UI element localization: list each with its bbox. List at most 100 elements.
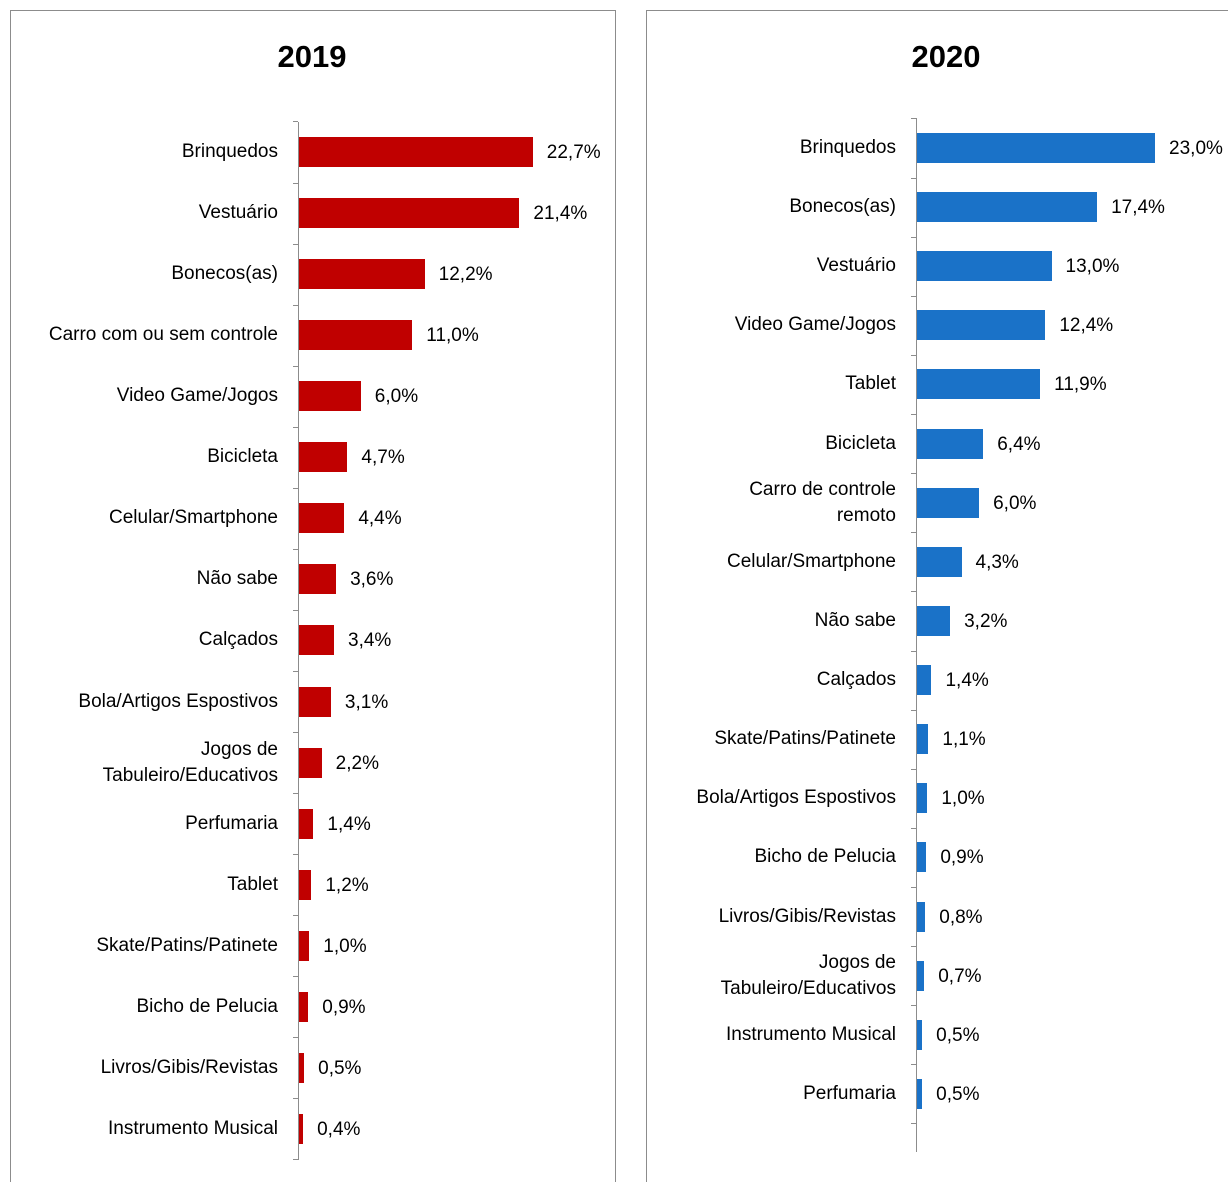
panel (646, 10, 1228, 1182)
category-label: Perfumaria (185, 812, 278, 834)
bar (917, 724, 929, 755)
value-label: 17,4% (1111, 197, 1165, 219)
tick-mark (293, 1159, 298, 1161)
category-label: Tablet (845, 373, 896, 395)
bar (917, 251, 1052, 282)
tick-mark (293, 365, 298, 367)
category-label: Bicicleta (207, 446, 278, 468)
tick-mark (911, 650, 916, 652)
category-label: Bicho de Pelucia (754, 846, 896, 868)
category-label: Video Game/Jogos (734, 314, 896, 336)
tick-mark (911, 532, 916, 534)
tick-mark (293, 182, 298, 184)
bar (917, 546, 962, 577)
category-label: Bicho de Pelucia (136, 995, 278, 1017)
category-label: Vestuário (198, 202, 278, 224)
category-label: Skate/Patins/Patinete (96, 934, 278, 956)
tick-mark (293, 1098, 298, 1100)
bar (917, 901, 926, 932)
bar (917, 605, 951, 636)
value-label: 0,5% (936, 1024, 980, 1046)
value-label: 1,1% (942, 729, 986, 751)
tick-mark (293, 671, 298, 672)
value-label: 0,8% (939, 906, 983, 928)
value-label: 4,3% (975, 551, 1019, 573)
value-label: 4,7% (361, 447, 405, 469)
bar (299, 930, 310, 961)
tick-mark (293, 609, 298, 611)
category-label: Bola/Artigos Espostivos (696, 787, 896, 809)
value-label: 0,4% (317, 1118, 361, 1140)
tick-mark (911, 1123, 916, 1125)
category-label: Bola/Artigos Espostivos (78, 690, 278, 712)
value-label: 11,0% (426, 325, 479, 347)
value-label: 0,7% (938, 965, 982, 987)
bar (917, 783, 928, 814)
bar (299, 747, 322, 778)
bar (299, 1113, 304, 1144)
category-label: Vestuário (816, 255, 896, 277)
category-label: Jogos de Tabuleiro/Educativos (102, 738, 278, 786)
tick-mark (293, 487, 298, 489)
value-label: 2,2% (335, 752, 379, 774)
tick-mark (911, 946, 916, 948)
bar (917, 1019, 923, 1050)
tick-mark (911, 354, 916, 356)
bar (299, 381, 361, 412)
bar (299, 137, 533, 167)
tick-mark (911, 591, 916, 593)
panel (10, 10, 616, 1182)
value-label: 6,4% (997, 433, 1041, 455)
tick-mark (293, 121, 298, 123)
bar (299, 991, 309, 1022)
value-label: 12,4% (1059, 315, 1114, 337)
bar (299, 1052, 305, 1083)
bar (917, 369, 1041, 400)
tick-mark (911, 236, 916, 238)
value-label: 3,4% (348, 630, 392, 652)
chart-title: 2019 (277, 39, 347, 74)
tick-mark (911, 414, 916, 416)
value-label: 1,0% (941, 788, 985, 810)
tick-mark (293, 793, 298, 795)
axis-line (298, 122, 299, 1160)
value-label: 0,5% (318, 1057, 362, 1079)
category-label: Calçados (198, 629, 278, 651)
category-label: Carro de controle remoto (749, 478, 896, 526)
bar (917, 192, 1098, 223)
tick-mark (293, 243, 298, 245)
tick-mark (293, 976, 298, 978)
bar (299, 869, 312, 900)
value-label: 4,4% (358, 508, 402, 530)
bar (917, 842, 927, 873)
bar (299, 320, 413, 351)
tick-mark (293, 304, 298, 306)
tick-mark (293, 854, 298, 856)
category-label: Skate/Patins/Patinete (714, 728, 896, 750)
tick-mark (911, 118, 916, 120)
chart-title: 2020 (911, 39, 981, 74)
tick-mark (293, 1037, 298, 1039)
bar (917, 133, 1156, 163)
tick-mark (911, 709, 916, 711)
value-label: 6,0% (374, 386, 419, 408)
tick-mark (911, 1064, 916, 1066)
category-label: Bonecos(as) (171, 263, 278, 285)
value-label: 0,9% (940, 847, 984, 869)
bar (917, 1078, 923, 1109)
category-label: Celular/Smartphone (727, 550, 896, 572)
category-label: Instrumento Musical (725, 1023, 896, 1045)
value-label: 3,1% (344, 691, 389, 713)
category-label: Jogos de Tabuleiro/Educativos (720, 951, 896, 999)
tick-mark (293, 548, 298, 550)
tick-mark (911, 1005, 916, 1007)
bar (299, 259, 425, 290)
tick-mark (293, 732, 298, 734)
value-label: 23,0% (1169, 138, 1223, 159)
category-label: Livros/Gibis/Revistas (100, 1056, 278, 1078)
tick-mark (911, 295, 916, 297)
value-label: 0,9% (322, 996, 366, 1018)
category-label: Brinquedos (181, 141, 278, 162)
axis-line (916, 118, 917, 1152)
